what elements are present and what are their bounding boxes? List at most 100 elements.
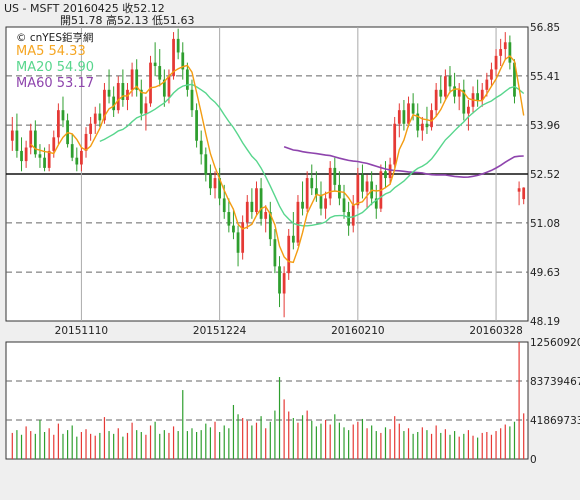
price-tick-label: 48.19 — [530, 316, 560, 328]
candle-body — [305, 178, 309, 209]
candle-body — [384, 171, 387, 179]
price-y-axis: 56.85 55.41 53.96 52.52 51.08 49.63 48.19 — [530, 22, 560, 328]
candle-body — [268, 212, 272, 240]
candle-body — [43, 157, 46, 168]
header-quote-line: US - MSFT 20160425 收52.12 — [4, 1, 165, 15]
candle-body — [93, 113, 97, 124]
candle-body — [107, 89, 111, 97]
candle-body — [84, 133, 88, 151]
price-tick-label: 51.08 — [530, 218, 560, 230]
volume-tick-label: 125609200 — [530, 337, 580, 349]
header-ohlc-line: 開51.78 高52.13 低51.63 — [60, 13, 194, 27]
candle-body — [213, 178, 217, 189]
candle-body — [144, 103, 148, 114]
candle-body — [204, 154, 208, 175]
candle-body — [393, 123, 397, 165]
candle-body — [282, 273, 286, 294]
date-tick-label: 20151110 — [55, 325, 108, 337]
candle-body — [439, 89, 443, 97]
legend-ma60: MA60 53.17 — [16, 76, 94, 91]
candle-body — [278, 266, 281, 294]
candle-body — [287, 235, 291, 274]
candle-body — [172, 38, 175, 77]
price-tick-label: 52.52 — [530, 169, 560, 181]
date-tick-label: 20160328 — [469, 325, 522, 337]
candle-body — [476, 93, 480, 100]
ma5-line — [30, 54, 525, 264]
candle-body — [351, 205, 355, 226]
candle-body — [195, 110, 198, 141]
candle-body — [199, 140, 203, 155]
candle-body — [15, 130, 19, 151]
legend-ma5: MA5 54.33 — [16, 44, 86, 59]
candle-body — [513, 62, 516, 97]
candle-body — [255, 188, 258, 213]
candle-body — [517, 188, 521, 192]
candle-body — [407, 103, 410, 124]
candle-body — [241, 222, 245, 253]
volume-tick-label: 41869733 — [530, 415, 580, 427]
ma60-line — [283, 145, 524, 179]
candle-body — [61, 110, 65, 121]
candle-body — [342, 198, 346, 213]
candle-body — [347, 212, 351, 226]
candle-body — [490, 69, 493, 80]
candle-body — [374, 198, 378, 209]
volume-grid — [6, 380, 528, 421]
candle-body — [167, 76, 171, 97]
candle-body — [324, 198, 327, 209]
candle-body — [218, 178, 222, 199]
candle-body — [314, 188, 318, 196]
candle-body — [227, 212, 231, 226]
candle-body — [130, 69, 134, 90]
candle-body — [259, 188, 263, 219]
candle-body — [112, 96, 116, 111]
candle-body — [356, 174, 360, 206]
candle-body — [301, 201, 304, 209]
watermark: © cnYES鉅亨網 — [16, 31, 93, 44]
candle-body — [232, 225, 235, 233]
candle-body — [443, 76, 447, 97]
candle-body — [273, 239, 277, 267]
candle-body — [52, 137, 56, 151]
candle-body — [411, 103, 415, 114]
price-tick-label: 56.85 — [530, 22, 560, 34]
price-candles — [10, 28, 526, 318]
candle-body — [365, 181, 369, 192]
candle-body — [103, 89, 106, 121]
candle-body — [98, 113, 102, 121]
candle-body — [508, 42, 512, 63]
date-x-axis: 20151110 20151224 20160210 20160328 — [55, 325, 523, 337]
candle-body — [291, 235, 295, 243]
candle-body — [56, 110, 60, 138]
candle-body — [75, 157, 79, 165]
legend-ma20: MA20 54.90 — [16, 60, 94, 75]
candle-body — [245, 201, 249, 223]
date-tick-label: 20151224 — [193, 325, 247, 337]
candle-body — [24, 147, 28, 162]
candle-body — [135, 69, 139, 90]
candle-body — [522, 187, 526, 200]
candle-body — [80, 150, 83, 165]
candle-body — [402, 110, 406, 124]
candle-body — [70, 144, 74, 158]
candle-body — [430, 110, 433, 128]
candle-body — [388, 164, 392, 179]
candle-body — [33, 130, 37, 155]
candle-body — [181, 52, 185, 70]
candle-body — [310, 178, 314, 189]
candle-body — [10, 130, 14, 141]
candle-body — [264, 212, 268, 219]
candle-body — [20, 150, 23, 162]
candle-body — [462, 89, 466, 114]
candle-body — [47, 150, 51, 168]
candle-body — [296, 201, 300, 243]
candle-body — [149, 62, 152, 104]
price-tick-label: 55.41 — [530, 71, 560, 83]
candle-body — [121, 83, 125, 100]
volume-tick-label: 0 — [530, 454, 537, 466]
candle-body — [434, 89, 438, 111]
ma20-line — [99, 83, 525, 227]
candle-body — [222, 198, 226, 213]
candle-body — [457, 89, 461, 97]
